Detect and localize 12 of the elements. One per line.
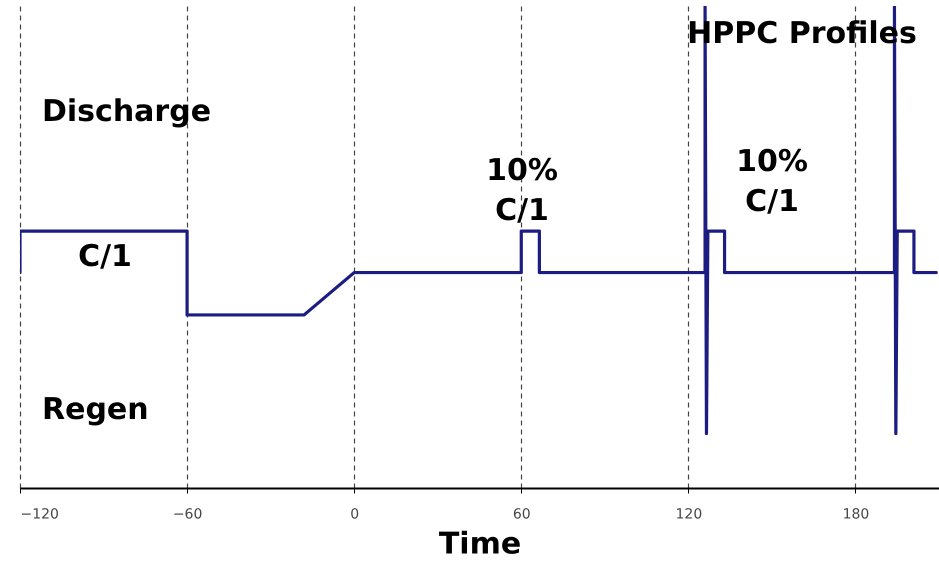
annotation: 10% C/1 [486,153,558,228]
x-tick-label: 180 [842,506,870,522]
x-tick-label: 60 [512,506,531,522]
annotation: Discharge [42,94,212,129]
x-tick-label: 120 [675,506,702,522]
annotation: Regen [42,392,149,427]
x-tick-label: 0 [350,506,360,522]
x-tick-label: −60 [172,506,202,522]
x-tick-label: −120 [20,506,59,522]
annotation: 10% C/1 [736,144,808,219]
annotation: C/1 [78,239,132,274]
x-axis-title: Time [438,526,522,562]
